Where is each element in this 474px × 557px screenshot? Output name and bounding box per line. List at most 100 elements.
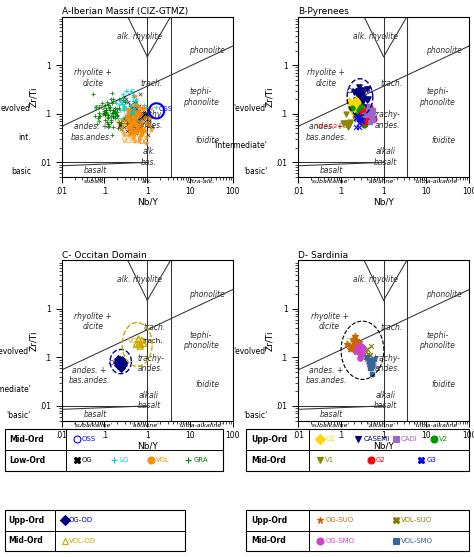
Text: trachy-
andes.: trachy- andes. bbox=[137, 110, 164, 130]
Text: Mid-Ord: Mid-Ord bbox=[9, 435, 44, 444]
Point bbox=[131, 126, 138, 135]
Text: Mid-Ord: Mid-Ord bbox=[251, 536, 286, 545]
Point bbox=[363, 110, 370, 119]
Point bbox=[357, 91, 365, 100]
Text: subalk.: subalk. bbox=[84, 179, 106, 184]
Point bbox=[349, 334, 356, 343]
Point bbox=[134, 123, 141, 132]
Point bbox=[128, 104, 135, 113]
Point bbox=[127, 123, 135, 131]
Point bbox=[122, 87, 130, 96]
Point bbox=[129, 118, 137, 127]
Text: OG-SUO: OG-SUO bbox=[325, 517, 354, 523]
Text: alkali
basalt: alkali basalt bbox=[374, 390, 397, 410]
Point bbox=[109, 111, 117, 120]
Point bbox=[342, 109, 350, 118]
Point bbox=[355, 341, 362, 350]
Text: V1=G2+G3: V1=G2+G3 bbox=[316, 124, 352, 129]
Text: D- Sardinia: D- Sardinia bbox=[298, 251, 348, 260]
Text: alk. rhyolite: alk. rhyolite bbox=[353, 32, 398, 41]
Point bbox=[357, 113, 365, 121]
Point bbox=[128, 113, 136, 121]
Point bbox=[128, 112, 136, 121]
Point bbox=[116, 106, 123, 115]
Text: CASEMI: CASEMI bbox=[347, 87, 373, 94]
Point bbox=[363, 355, 371, 364]
Point bbox=[139, 111, 147, 120]
Point bbox=[366, 363, 374, 372]
Point bbox=[360, 110, 367, 119]
Point bbox=[130, 118, 138, 126]
Point bbox=[109, 99, 116, 108]
Point bbox=[113, 108, 120, 116]
Point bbox=[137, 113, 145, 121]
Text: 'basic': 'basic' bbox=[243, 411, 267, 419]
Point bbox=[132, 128, 139, 137]
Point bbox=[134, 115, 141, 124]
Text: andes. +
bas.andes.: andes. + bas.andes. bbox=[69, 366, 110, 385]
Point bbox=[361, 102, 368, 111]
Point bbox=[135, 112, 142, 121]
Point bbox=[354, 89, 362, 98]
Point bbox=[355, 104, 363, 113]
Point bbox=[347, 343, 355, 351]
Point bbox=[101, 110, 109, 119]
X-axis label: Nb/Y: Nb/Y bbox=[137, 198, 158, 207]
Point bbox=[103, 97, 110, 106]
Point bbox=[127, 116, 134, 125]
Point bbox=[125, 105, 132, 114]
Text: 'evolved': 'evolved' bbox=[0, 348, 31, 356]
Text: OSS: OSS bbox=[82, 436, 96, 442]
Point bbox=[358, 109, 366, 118]
Point bbox=[355, 99, 362, 108]
Point bbox=[350, 108, 358, 117]
Point bbox=[147, 112, 155, 121]
Point bbox=[119, 360, 127, 369]
Point bbox=[128, 111, 136, 120]
Point bbox=[137, 131, 145, 140]
Text: alk.: alk. bbox=[142, 179, 153, 184]
Text: trach.: trach. bbox=[380, 79, 402, 88]
Point bbox=[114, 114, 122, 123]
Text: trachy-
andes.: trachy- andes. bbox=[374, 110, 401, 130]
Point bbox=[128, 114, 136, 123]
Text: tephi-
phonolite: tephi- phonolite bbox=[183, 87, 219, 107]
Text: G1: G1 bbox=[325, 436, 335, 442]
Point bbox=[136, 127, 144, 136]
Text: alk.
bas.: alk. bas. bbox=[141, 147, 157, 167]
Point bbox=[358, 89, 365, 98]
Point bbox=[356, 118, 363, 127]
Point bbox=[121, 118, 128, 126]
Point bbox=[359, 344, 367, 353]
Point bbox=[123, 118, 130, 127]
Point bbox=[368, 356, 375, 365]
Point bbox=[366, 118, 374, 126]
Point bbox=[135, 334, 142, 343]
Point bbox=[132, 110, 140, 119]
Point bbox=[128, 116, 136, 125]
Point bbox=[140, 111, 148, 120]
Point bbox=[366, 103, 374, 112]
Text: alk. rhyolite: alk. rhyolite bbox=[117, 32, 162, 41]
Point bbox=[141, 113, 148, 121]
Point bbox=[139, 112, 146, 121]
Point bbox=[365, 111, 373, 120]
Point bbox=[106, 106, 113, 115]
Text: 'subalkaline': 'subalkaline' bbox=[73, 423, 113, 428]
Point bbox=[130, 113, 138, 122]
Point bbox=[130, 109, 138, 118]
Point bbox=[351, 346, 358, 355]
Point bbox=[121, 97, 128, 106]
Point bbox=[126, 119, 134, 128]
Y-axis label: Zr/Ti: Zr/Ti bbox=[29, 330, 38, 351]
Point bbox=[105, 113, 112, 121]
Point bbox=[135, 113, 143, 121]
Point bbox=[136, 121, 143, 130]
Point bbox=[132, 113, 140, 122]
Text: 'ultra-alkaline': 'ultra-alkaline' bbox=[179, 423, 224, 428]
Point bbox=[133, 127, 140, 136]
Point bbox=[130, 132, 137, 141]
Point bbox=[127, 114, 134, 123]
Point bbox=[130, 115, 138, 124]
Point bbox=[359, 94, 367, 102]
